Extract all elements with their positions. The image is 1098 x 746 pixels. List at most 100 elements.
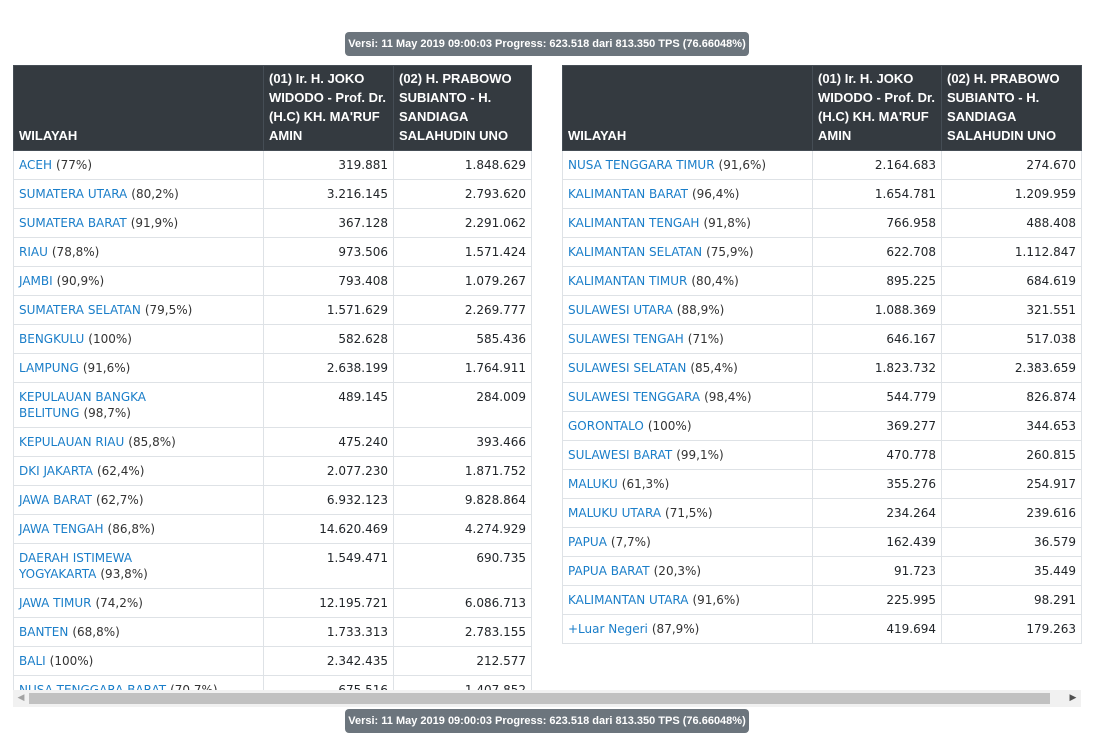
region-link[interactable]: NUSA TENGGARA TIMUR [568, 158, 715, 172]
table-row: SULAWESI SELATAN (85,4%) 1.823.732 2.383.65… [562, 353, 1082, 383]
candidate-2-votes: 2.793.620 [393, 179, 532, 209]
region-link[interactable]: SUMATERA SELATAN [19, 303, 141, 317]
candidate-2-votes: 1.079.267 [393, 266, 532, 296]
table-row: PAPUA (7,7%) 162.439 36.579 [562, 527, 1082, 557]
candidate-1-votes: 234.264 [812, 498, 942, 528]
region-cell: SULAWESI TENGAH (71%) [562, 324, 813, 354]
region-link[interactable]: JAWA TIMUR [19, 596, 92, 610]
column-header-region: WILAYAH [562, 65, 813, 151]
table-row: MALUKU UTARA (71,5%) 234.264 239.616 [562, 498, 1082, 528]
region-link[interactable]: SUMATERA BARAT [19, 216, 127, 230]
region-cell: SUMATERA BARAT (91,9%) [13, 208, 264, 238]
candidate-1-votes: 2.342.435 [263, 646, 394, 676]
arrow-left-icon[interactable]: ◀ [17, 693, 25, 703]
region-link[interactable]: DKI JAKARTA [19, 464, 93, 478]
region-link[interactable]: SULAWESI UTARA [568, 303, 673, 317]
region-cell: SULAWESI UTARA (88,9%) [562, 295, 813, 325]
table-row: KALIMANTAN BARAT (96,4%) 1.654.781 1.209.95… [562, 179, 1082, 209]
candidate-1-votes: 766.958 [812, 208, 942, 238]
region-link[interactable]: JAWA BARAT [19, 493, 93, 507]
region-link[interactable]: KEPULAUAN RIAU [19, 435, 125, 449]
region-link[interactable]: SUMATERA UTARA [19, 187, 128, 201]
region-link[interactable]: LAMPUNG [19, 361, 79, 375]
progress-percent: (68,8%) [72, 625, 120, 639]
region-link[interactable]: BENGKULU [19, 332, 85, 346]
region-link[interactable]: BALI [19, 654, 46, 668]
candidate-2-votes: 1.209.959 [941, 179, 1082, 209]
progress-percent: (98,7%) [83, 406, 131, 420]
table-row: KALIMANTAN SELATAN (75,9%) 622.708 1.112.84… [562, 237, 1082, 267]
region-link[interactable]: SULAWESI BARAT [568, 448, 673, 462]
candidate-1-votes: 475.240 [263, 427, 394, 457]
candidate-2-votes: 260.815 [941, 440, 1082, 470]
candidate-2-votes: 274.670 [941, 150, 1082, 180]
candidate-1-votes: 470.778 [812, 440, 942, 470]
region-link[interactable]: KALIMANTAN TENGAH [568, 216, 700, 230]
candidate-1-votes: 355.276 [812, 469, 942, 499]
region-cell: SULAWESI TENGGARA (98,4%) [562, 382, 813, 412]
candidate-1-votes: 1.549.471 [263, 543, 394, 589]
arrow-right-icon[interactable]: ▶ [1069, 693, 1077, 703]
region-link[interactable]: JAMBI [19, 274, 53, 288]
table-row: KALIMANTAN TENGAH (91,8%) 766.958 488.408 [562, 208, 1082, 238]
region-link[interactable]: KALIMANTAN SELATAN [568, 245, 703, 259]
progress-percent: (78,8%) [51, 245, 100, 259]
region-link[interactable]: KALIMANTAN UTARA [568, 593, 689, 607]
region-link[interactable]: DAERAH ISTIMEWA YOGYAKARTA [19, 551, 133, 581]
results-table-body-left: ACEH (77%) 319.881 1.848.629 SUMATERA UTARA(… [13, 150, 532, 705]
candidate-2-votes: 98.291 [941, 585, 1082, 615]
candidate-1-votes: 1.654.781 [812, 179, 942, 209]
candidate-1-votes: 3.216.145 [263, 179, 394, 209]
region-link[interactable]: ACEH [19, 158, 52, 172]
table-row: SUMATERA SELATAN (79,5%) 1.571.629 2.269.77… [13, 295, 532, 325]
progress-percent: (71,5%) [665, 506, 713, 520]
progress-percent: (91,6%) [82, 361, 131, 375]
region-cell: SUMATERA UTARA (80,2%) [13, 179, 264, 209]
region-cell: JAWA BARAT (62,7%) [13, 485, 264, 515]
region-link[interactable]: BANTEN [19, 625, 69, 639]
column-header-candidate-2: (02) H. PRABOWO SUBIANTO - H. SANDIAGA S… [941, 65, 1082, 151]
table-row: BALI (100%) 2.342.435 212.577 [13, 646, 532, 676]
region-link[interactable]: RIAU [19, 245, 48, 259]
progress-percent: (20,3%) [653, 564, 702, 578]
candidate-1-votes: 793.408 [263, 266, 394, 296]
region-link[interactable]: MALUKU UTARA [568, 506, 662, 520]
region-link[interactable]: SULAWESI TENGGARA [568, 390, 701, 404]
region-link[interactable]: KALIMANTAN TIMUR [568, 274, 688, 288]
column-header-candidate-1: (01) Ir. H. JOKO WIDODO - Prof. Dr. (H.C… [812, 65, 942, 151]
table-header-row: WILAYAH (01) Ir. H. JOKO WIDODO - Prof. … [562, 65, 1082, 151]
region-link[interactable]: +Luar Negeri [568, 622, 648, 636]
region-cell: RIAU (78,8%) [13, 237, 264, 267]
candidate-2-votes: 239.616 [941, 498, 1082, 528]
region-cell: KEPULAUAN BANGKA BELITUNG (98,7%) [13, 382, 264, 428]
region-link[interactable]: SULAWESI SELATAN [568, 361, 687, 375]
candidate-1-votes: 91.723 [812, 556, 942, 586]
progress-percent: (100%) [647, 419, 692, 433]
progress-percent: (88,9%) [676, 303, 725, 317]
table-row: LAMPUNG (91,6%) 2.638.199 1.764.911 [13, 353, 532, 383]
horizontal-scrollbar[interactable]: ◀ ▶ [13, 690, 1081, 707]
region-link[interactable]: PAPUA [568, 535, 607, 549]
candidate-1-votes: 895.225 [812, 266, 942, 296]
results-table-body-right: NUSA TENGGARA TIMUR (91,6%) 2.164.683 274.6… [562, 150, 1082, 644]
progress-percent: (74,2%) [95, 596, 143, 610]
table-row: +Luar Negeri (87,9%) 419.694 179.263 [562, 614, 1082, 644]
candidate-2-votes: 826.874 [941, 382, 1082, 412]
version-badge-top: Versi: 11 May 2019 09:00:03 Progress: 62… [345, 32, 749, 56]
region-cell: PAPUA (7,7%) [562, 527, 813, 557]
candidate-2-votes: 284.009 [393, 382, 532, 428]
candidate-1-votes: 1.733.313 [263, 617, 394, 647]
candidate-2-votes: 321.551 [941, 295, 1082, 325]
candidate-1-votes: 2.638.199 [263, 353, 394, 383]
region-link[interactable]: JAWA TENGAH [19, 522, 104, 536]
region-link[interactable]: MALUKU [568, 477, 618, 491]
region-link[interactable]: SULAWESI TENGAH [568, 332, 684, 346]
region-link[interactable]: GORONTALO [568, 419, 644, 433]
region-link[interactable]: KALIMANTAN BARAT [568, 187, 688, 201]
scrollbar-thumb[interactable] [29, 693, 1050, 704]
region-link[interactable]: KEPULAUAN BANGKA BELITUNG [19, 390, 147, 420]
candidate-1-votes: 367.128 [263, 208, 394, 238]
candidate-1-votes: 12.195.721 [263, 588, 394, 618]
region-link[interactable]: PAPUA BARAT [568, 564, 650, 578]
progress-percent: (71%) [687, 332, 724, 346]
